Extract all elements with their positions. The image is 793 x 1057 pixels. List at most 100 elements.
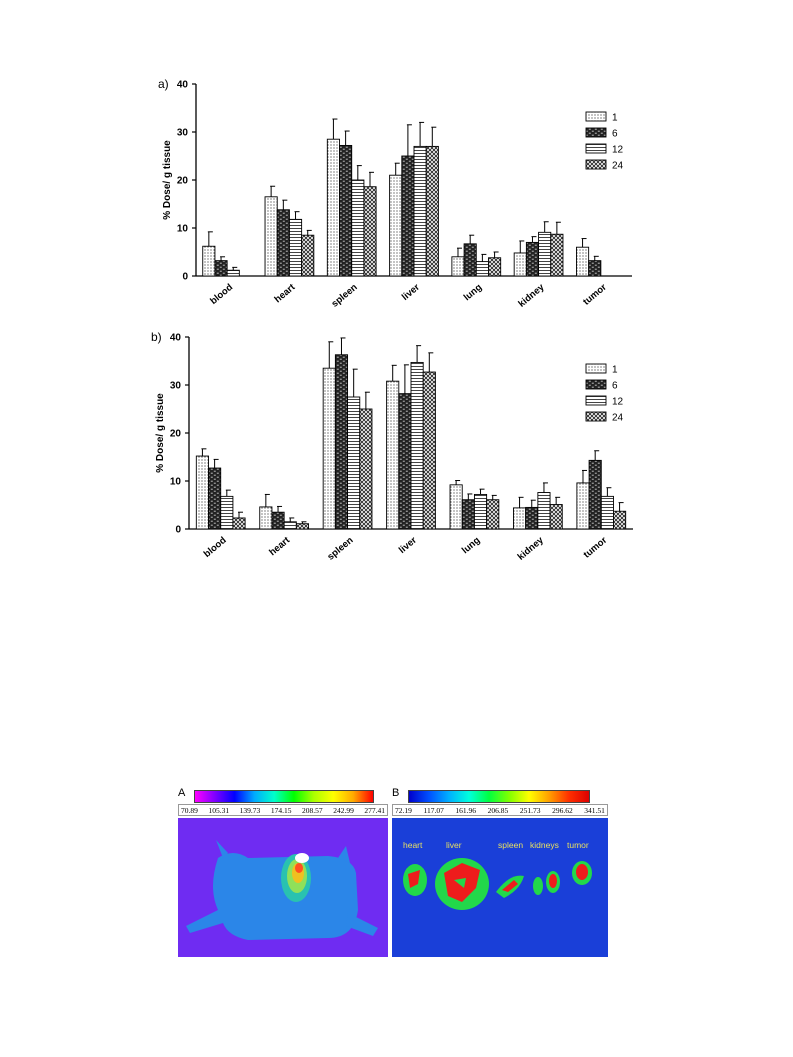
y-tick-label: 10 bbox=[177, 224, 189, 235]
x-tick-label: spleen bbox=[325, 535, 355, 563]
y-tick-label: 0 bbox=[182, 272, 188, 283]
bar-tumor-6 bbox=[588, 459, 602, 530]
organ-label-tumor: tumor bbox=[567, 840, 589, 850]
legend-label: 12 bbox=[612, 145, 624, 156]
x-tick-label: heart bbox=[267, 534, 293, 558]
y-tick-label: 20 bbox=[170, 429, 182, 440]
imaging-letter-b: B bbox=[392, 787, 400, 799]
x-tick-label: kidney bbox=[516, 534, 547, 562]
scale-tick: 242.99 bbox=[333, 805, 354, 815]
legend-label: 1 bbox=[612, 365, 618, 376]
bar-blood-6 bbox=[208, 467, 222, 530]
imaging-panel-b: B 72.19 117.07 161.96 206.85 251.73 296.… bbox=[392, 787, 608, 957]
bar-lung-6 bbox=[463, 243, 477, 277]
legend-label: 12 bbox=[612, 397, 624, 408]
bar-tumor-1 bbox=[576, 482, 590, 530]
y-tick-label: 40 bbox=[170, 333, 182, 344]
fluorescence-imaging-figure: A 70.89 105.31 139.73 174.15 208.57 242.… bbox=[178, 787, 608, 957]
bar-lung-12 bbox=[473, 493, 488, 530]
y-axis-label: % Dose/ g tissue bbox=[155, 393, 166, 473]
bar-kidney-1 bbox=[513, 252, 527, 277]
y-tick-label: 30 bbox=[170, 381, 182, 392]
y-tick-label: 20 bbox=[177, 176, 189, 187]
scale-tick: 251.73 bbox=[519, 805, 541, 815]
imaging-letter-a: A bbox=[178, 787, 186, 799]
organ-label-spleen: spleen bbox=[498, 840, 524, 850]
mouse-image bbox=[178, 818, 388, 957]
bar-heart-1 bbox=[259, 506, 273, 530]
legend-label: 6 bbox=[612, 381, 618, 392]
scale-tick: 161.96 bbox=[455, 805, 477, 815]
scale-tick: 341.51 bbox=[584, 805, 605, 815]
scale-tick: 277.41 bbox=[364, 805, 385, 815]
bar-kidney-12 bbox=[538, 231, 552, 277]
x-tick-label: blood bbox=[208, 282, 235, 307]
bar-blood-1 bbox=[195, 455, 209, 530]
y-axis-label: % Dose/ g tissue bbox=[162, 140, 173, 220]
bar-spleen-12 bbox=[351, 179, 365, 277]
panel-label-a: a) bbox=[158, 77, 169, 91]
y-tick-label: 30 bbox=[177, 128, 189, 139]
color-scale-ticks-b: 72.19 117.07 161.96 206.85 251.73 296.62… bbox=[392, 804, 608, 816]
bar-spleen-1 bbox=[326, 138, 340, 277]
x-tick-label: lung bbox=[462, 282, 485, 303]
bar-heart-6 bbox=[276, 209, 290, 277]
bar-liver-12 bbox=[410, 361, 424, 530]
bar-spleen-6 bbox=[339, 144, 353, 277]
scale-tick: 139.73 bbox=[239, 805, 261, 815]
bar-blood-12 bbox=[220, 495, 234, 530]
scale-tick: 296.62 bbox=[552, 805, 573, 815]
bar-lung-6 bbox=[461, 499, 475, 530]
legend-swatch bbox=[585, 143, 607, 154]
bar-blood-12 bbox=[226, 269, 240, 277]
bar-liver-12 bbox=[413, 145, 427, 277]
y-tick-label: 0 bbox=[175, 525, 181, 536]
bar-heart-12 bbox=[283, 521, 297, 530]
bar-lung-24 bbox=[486, 499, 500, 530]
bar-heart-24 bbox=[301, 234, 315, 277]
bar-liver-1 bbox=[389, 174, 403, 277]
bar-chart-b: 0 10 20 30 40 % Dose/ g tissue blood heart splee… bbox=[155, 333, 633, 563]
organ-label-heart: heart bbox=[403, 840, 423, 850]
bar-blood-6 bbox=[214, 260, 228, 277]
bar-chart-a: 0 10 20 30 40 % Dose/ g tissue blood heart splee… bbox=[162, 80, 632, 310]
bar-kidney-12 bbox=[537, 492, 551, 530]
bar-spleen-24 bbox=[359, 408, 373, 530]
bar-lung-1 bbox=[451, 256, 465, 277]
bar-spleen-6 bbox=[334, 354, 349, 530]
organ-label-kidneys: kidneys bbox=[530, 840, 559, 850]
x-tick-label: tumor bbox=[582, 535, 610, 561]
color-scale-bar-a bbox=[194, 790, 374, 803]
legend-swatch bbox=[585, 379, 607, 390]
bar-liver-1 bbox=[386, 380, 400, 530]
bar-kidney-6 bbox=[525, 241, 540, 277]
bar-heart-24 bbox=[295, 523, 309, 530]
bar-tumor-6 bbox=[588, 260, 602, 277]
bar-kidney-6 bbox=[525, 506, 539, 530]
legend-swatch bbox=[585, 127, 607, 138]
bar-liver-6 bbox=[398, 393, 412, 530]
bar-lung-24 bbox=[488, 257, 502, 277]
x-tick-label: tumor bbox=[581, 282, 609, 308]
bar-kidney-24 bbox=[550, 233, 564, 277]
bar-spleen-24 bbox=[363, 186, 377, 277]
bar-liver-24 bbox=[422, 371, 436, 530]
x-tick-label: heart bbox=[272, 281, 298, 305]
scale-tick: 206.85 bbox=[487, 805, 509, 815]
bar-kidney-1 bbox=[513, 507, 527, 530]
scale-tick: 208.57 bbox=[302, 805, 323, 815]
legend-swatch bbox=[585, 159, 607, 170]
scale-tick: 174.15 bbox=[270, 805, 292, 815]
x-tick-label: blood bbox=[202, 535, 229, 560]
bar-heart-1 bbox=[264, 196, 278, 277]
organs-image bbox=[392, 818, 608, 957]
bar-heart-12 bbox=[288, 218, 303, 277]
bar-liver-24 bbox=[425, 145, 439, 277]
bar-tumor-12 bbox=[600, 495, 614, 530]
legend-swatch bbox=[585, 411, 607, 422]
bar-spleen-1 bbox=[322, 367, 336, 530]
legend-swatch bbox=[585, 395, 607, 406]
bar-heart-6 bbox=[271, 511, 285, 530]
bar-tumor-1 bbox=[576, 246, 590, 277]
legend-label: 6 bbox=[612, 129, 618, 140]
